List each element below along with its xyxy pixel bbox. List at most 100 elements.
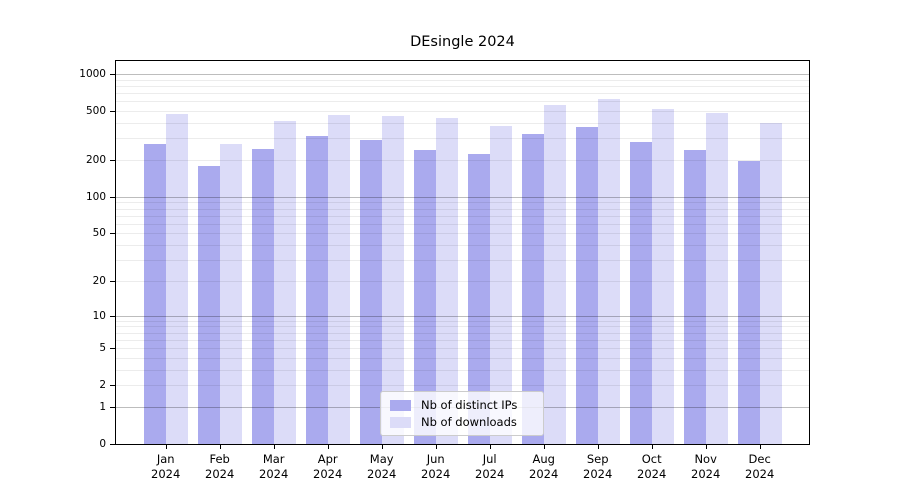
y-tick-mark — [110, 348, 115, 350]
x-tick-label: Nov 2024 — [676, 452, 736, 482]
y-tick-mark — [110, 160, 115, 161]
x-tick-label-line: 2024 — [259, 467, 289, 481]
x-tick-label: Aug 2024 — [514, 452, 574, 482]
x-tick-mark — [381, 445, 383, 449]
gridline-minor — [116, 93, 809, 95]
y-tick-mark — [110, 385, 115, 387]
bar-downloads-11 — [759, 123, 782, 444]
legend-row: Nb of downloads — [381, 415, 543, 429]
bar-downloads-7 — [543, 105, 566, 444]
x-tick-label-line: 2024 — [313, 467, 343, 481]
y-tick-mark — [110, 315, 115, 317]
bar-distinct-ips-7 — [521, 134, 544, 444]
y-tick-label: 100 — [85, 190, 106, 203]
x-tick-label-line: 2024 — [367, 467, 397, 481]
x-tick-label: Mar 2024 — [244, 452, 304, 482]
x-tick-label: Oct 2024 — [622, 452, 682, 482]
x-tick-label-line: 2024 — [205, 467, 235, 481]
y-tick-mark — [110, 74, 115, 76]
bar-downloads-9 — [651, 109, 674, 444]
x-tick-label-line: 2024 — [529, 467, 559, 481]
gridline-major — [116, 315, 809, 317]
y-tick-label: 200 — [85, 154, 106, 166]
gridline-major — [116, 74, 809, 76]
y-tick-label: 0 — [99, 438, 106, 450]
bar-downloads-8 — [597, 98, 620, 444]
x-tick-label-line: Feb — [209, 452, 230, 466]
gridline-minor — [116, 101, 809, 103]
x-tick-label: Sep 2024 — [568, 452, 628, 482]
gridline-minor — [116, 138, 809, 140]
x-tick-label-line: Jul — [482, 452, 497, 466]
bar-distinct-ips-0 — [143, 143, 166, 444]
gridline-minor — [116, 111, 809, 113]
y-tick-label: 1000 — [79, 68, 106, 81]
x-tick-mark — [273, 445, 275, 449]
gridline-minor — [116, 233, 809, 235]
x-tick-label-line: Oct — [641, 452, 662, 466]
x-tick-label-line: 2024 — [151, 467, 181, 481]
bar-distinct-ips-5 — [413, 150, 436, 444]
legend-swatch-downloads — [390, 416, 411, 428]
bar-distinct-ips-9 — [629, 141, 652, 444]
bar-downloads-6 — [489, 126, 512, 444]
y-tick-label: 20 — [92, 274, 106, 287]
x-tick-label-line: 2024 — [745, 467, 775, 481]
bar-distinct-ips-10 — [683, 150, 706, 444]
y-tick-label: 2 — [99, 379, 106, 392]
bar-downloads-1 — [219, 144, 242, 444]
y-tick-mark — [110, 196, 115, 198]
gridline-minor — [116, 202, 809, 204]
bar-distinct-ips-11 — [737, 160, 760, 444]
x-tick-label-line: Jan — [156, 452, 175, 466]
x-tick-mark — [705, 445, 707, 449]
x-tick-label-line: Jun — [426, 452, 445, 466]
x-tick-label-line: 2024 — [637, 467, 667, 481]
legend: Nb of distinct IPs Nb of downloads — [380, 391, 544, 436]
gridline-minor — [116, 339, 809, 341]
gridline-minor — [116, 260, 809, 262]
legend-label: Nb of distinct IPs — [421, 398, 518, 412]
x-tick-label-line: Aug — [532, 452, 555, 466]
gridline-minor — [116, 385, 809, 387]
y-tick-mark — [110, 280, 115, 282]
gridline-minor — [116, 332, 809, 334]
x-tick-label-line: 2024 — [691, 467, 721, 481]
bar-distinct-ips-2 — [251, 148, 274, 444]
x-tick-mark — [327, 445, 329, 449]
x-tick-label: Jan 2024 — [136, 452, 196, 482]
x-tick-label-line: Dec — [748, 452, 771, 466]
x-tick-mark — [597, 445, 599, 449]
gridline-minor — [116, 123, 809, 125]
y-tick-label: 500 — [85, 105, 106, 118]
gridline-minor — [116, 208, 809, 210]
y-tick-mark — [110, 111, 115, 113]
x-tick-label-line: Mar — [262, 452, 285, 466]
bar-downloads-5 — [435, 117, 458, 444]
x-tick-mark — [651, 445, 653, 449]
bar-distinct-ips-4 — [359, 140, 382, 444]
x-tick-mark — [759, 445, 761, 449]
gridline-minor — [116, 79, 809, 81]
x-tick-label-line: Apr — [317, 452, 338, 466]
x-tick-mark — [165, 445, 167, 449]
y-tick-label: 1 — [99, 400, 106, 413]
legend-swatch-distinct-ips — [390, 399, 411, 411]
x-tick-label-line: Sep — [586, 452, 609, 466]
gridline-minor — [116, 357, 809, 359]
bar-downloads-10 — [705, 113, 728, 444]
bar-distinct-ips-3 — [305, 135, 328, 444]
bar-downloads-2 — [273, 120, 296, 444]
gridline-minor — [116, 326, 809, 328]
x-tick-mark — [219, 445, 221, 449]
bar-distinct-ips-8 — [575, 127, 598, 444]
x-tick-label-line: 2024 — [421, 467, 451, 481]
gridline-minor — [116, 320, 809, 322]
x-tick-label: Jun 2024 — [406, 452, 466, 482]
x-tick-label: Dec 2024 — [730, 452, 790, 482]
gridline-minor — [116, 280, 809, 282]
gridline-minor — [116, 215, 809, 217]
gridline-minor — [116, 85, 809, 87]
y-tick-mark — [110, 444, 115, 445]
